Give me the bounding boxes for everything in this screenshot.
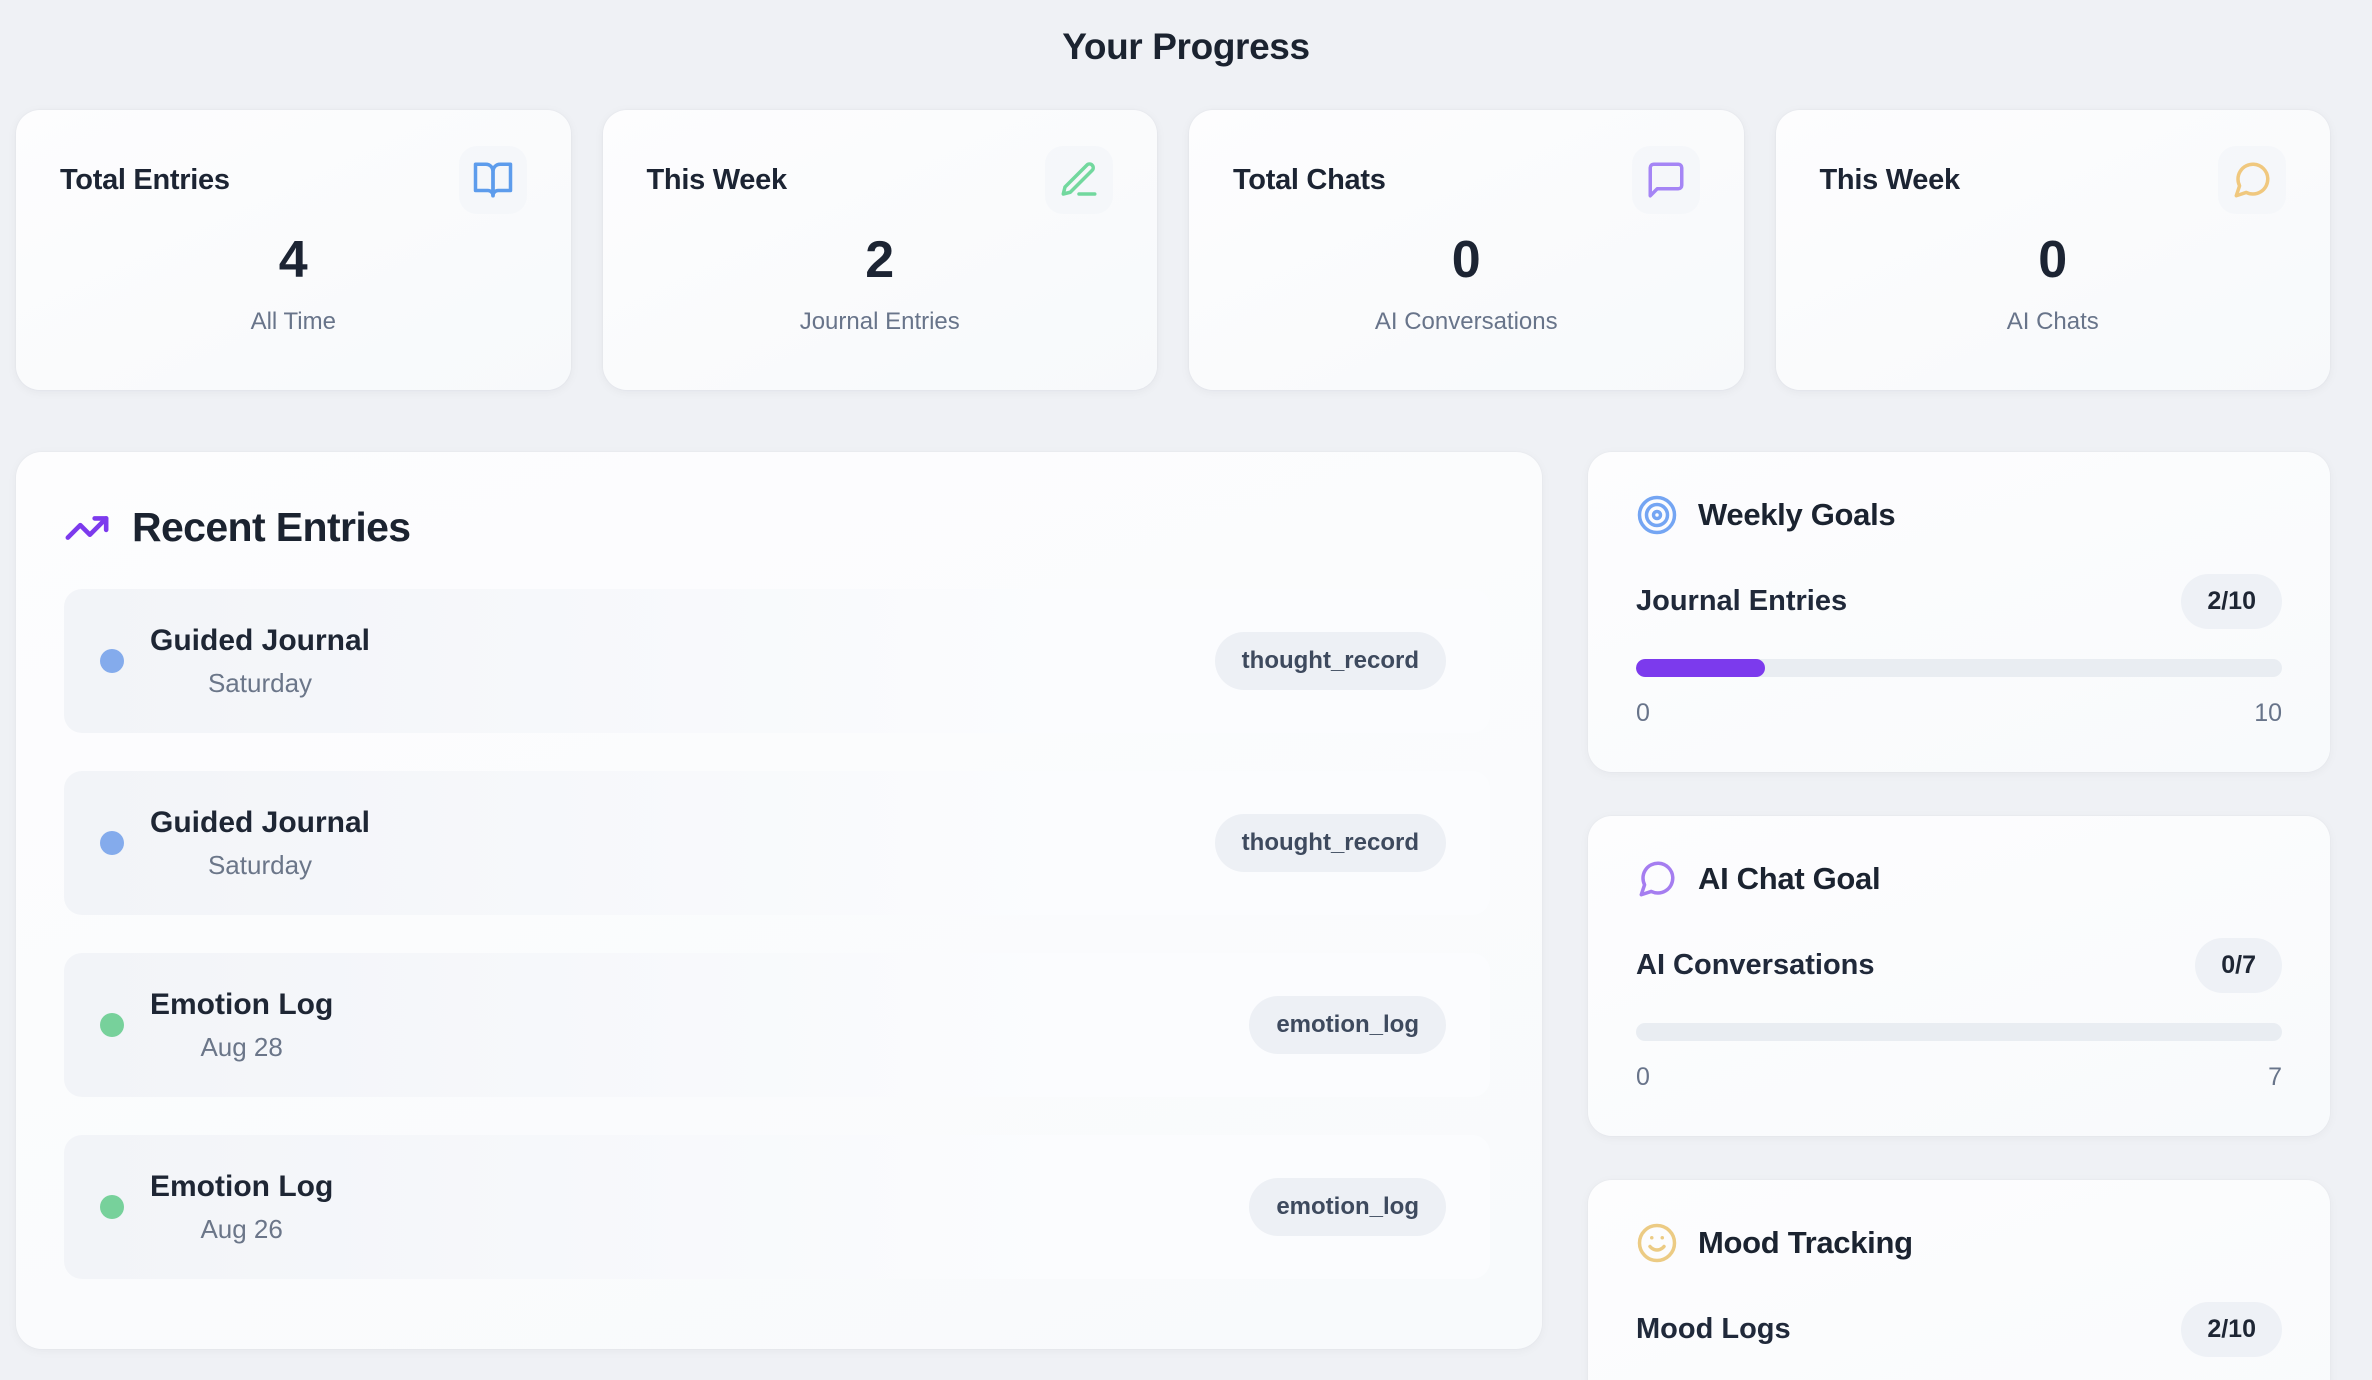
goal-scale-max: 7 (2268, 1063, 2282, 1091)
goal-count-badge: 2/10 (2181, 574, 2282, 629)
smile-icon (1636, 1222, 1678, 1264)
entry-type-dot (100, 649, 124, 673)
stat-card-total-chats: Total Chats 0 AI Conversations (1189, 110, 1744, 390)
entry-row[interactable]: Emotion Log Aug 28 emotion_log (64, 953, 1490, 1097)
goal-progress-bar (1636, 1023, 2282, 1041)
stat-label: This Week (1819, 164, 1961, 196)
entry-row[interactable]: Emotion Log Aug 26 emotion_log (64, 1135, 1490, 1279)
stat-value: 0 (1451, 231, 1481, 289)
target-icon (1636, 494, 1678, 536)
goal-scale-min: 0 (1636, 1063, 1650, 1091)
entry-title: Guided Journal (150, 805, 371, 839)
stat-sublabel: AI Chats (2006, 308, 2099, 335)
goals-sidebar: Weekly Goals Journal Entries 2/10 0 10 A… (1588, 452, 2330, 1380)
entry-row[interactable]: Guided Journal Saturday thought_record (64, 771, 1490, 915)
stat-card-week-entries: This Week 2 Journal Entries (602, 110, 1157, 390)
stat-label: Total Chats (1233, 164, 1386, 196)
stat-value: 4 (278, 231, 308, 289)
goal-count-badge: 2/10 (2181, 1302, 2282, 1357)
recent-entries-panel: Recent Entries Guided Journal Saturday t… (16, 452, 1542, 1349)
entry-title: Emotion Log (150, 987, 334, 1021)
goal-scale-min: 0 (1636, 699, 1650, 727)
entry-title: Guided Journal (150, 623, 371, 657)
entry-type-badge: emotion_log (1249, 1178, 1446, 1236)
book-open-icon (458, 146, 527, 214)
stat-sublabel: Journal Entries (799, 308, 960, 335)
stat-card-total-entries: Total Entries 4 All Time (16, 110, 571, 390)
goal-metric-label: Journal Entries (1636, 585, 1848, 617)
entry-date: Saturday (207, 849, 313, 880)
goal-title: Weekly Goals (1698, 497, 1896, 532)
ai-chat-goal-card: AI Chat Goal AI Conversations 0/7 0 7 (1588, 816, 2330, 1136)
mood-tracking-card: Mood Tracking Mood Logs 2/10 0 10 (1588, 1180, 2330, 1380)
goal-progress-bar (1636, 659, 2282, 677)
goal-metric-label: Mood Logs (1636, 1313, 1791, 1345)
stat-sublabel: AI Conversations (1374, 308, 1558, 335)
stat-sublabel: All Time (250, 308, 336, 335)
goal-count-badge: 0/7 (2195, 938, 2282, 993)
stats-row: Total Entries 4 All Time This Week 2 Jou… (16, 110, 2330, 390)
entry-type-dot (100, 1195, 124, 1219)
stat-card-week-chats: This Week 0 AI Chats (1775, 110, 2330, 390)
stat-value: 0 (2038, 231, 2068, 289)
entry-type-dot (100, 831, 124, 855)
entry-title: Emotion Log (150, 1169, 334, 1203)
entry-type-badge: emotion_log (1249, 996, 1446, 1054)
page-title: Your Progress (1062, 26, 1310, 67)
goal-scale-max: 10 (2254, 699, 2282, 727)
message-square-icon (1631, 146, 1700, 214)
entry-date: Aug 26 (200, 1213, 283, 1244)
stat-value: 2 (865, 231, 895, 289)
entry-date: Saturday (207, 667, 313, 698)
stat-label: This Week (646, 164, 788, 196)
entry-row[interactable]: Guided Journal Saturday thought_record (64, 589, 1490, 733)
entry-type-dot (100, 1013, 124, 1037)
trending-up-icon (64, 505, 110, 551)
entry-type-badge: thought_record (1214, 632, 1446, 690)
message-circle-icon (1636, 858, 1678, 900)
weekly-goals-card: Weekly Goals Journal Entries 2/10 0 10 (1588, 452, 2330, 772)
pen-line-icon (1045, 146, 1113, 214)
message-circle-icon (2218, 146, 2286, 214)
recent-entries-title: Recent Entries (132, 504, 411, 550)
goal-progress-fill (1636, 659, 1766, 677)
entry-date: Aug 28 (200, 1031, 283, 1062)
entry-type-badge: thought_record (1214, 814, 1446, 872)
stat-label: Total Entries (60, 164, 230, 196)
goal-title: Mood Tracking (1698, 1225, 1913, 1260)
goal-title: AI Chat Goal (1698, 861, 1881, 896)
goal-metric-label: AI Conversations (1636, 949, 1875, 981)
